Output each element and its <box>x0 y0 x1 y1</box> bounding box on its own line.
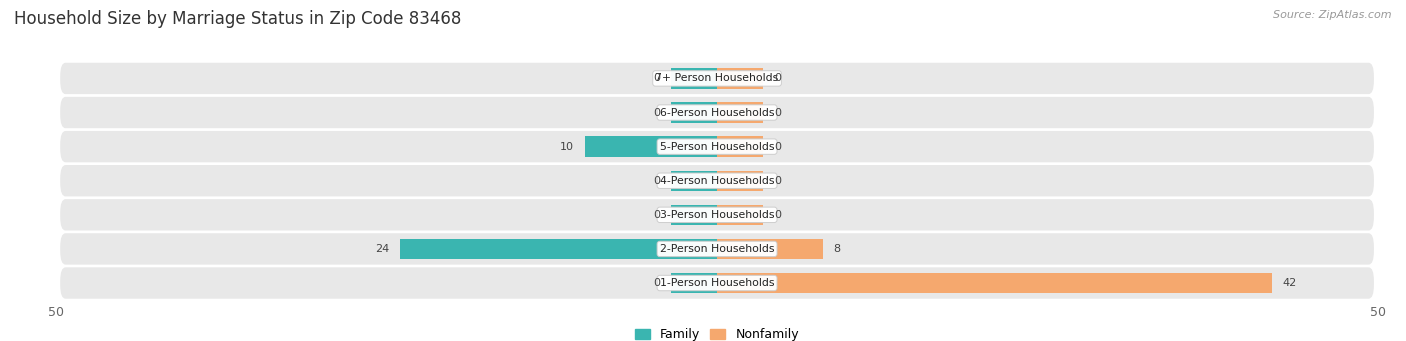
Bar <box>671 170 717 191</box>
FancyBboxPatch shape <box>60 63 1374 94</box>
Text: 10: 10 <box>561 142 574 152</box>
Bar <box>671 68 717 89</box>
Text: 8: 8 <box>834 244 841 254</box>
Text: 3-Person Households: 3-Person Households <box>659 210 775 220</box>
Text: Household Size by Marriage Status in Zip Code 83468: Household Size by Marriage Status in Zip… <box>14 10 461 28</box>
Text: 0: 0 <box>654 107 661 118</box>
Bar <box>671 102 717 123</box>
Text: 7+ Person Households: 7+ Person Households <box>655 73 779 84</box>
Text: 0: 0 <box>773 142 780 152</box>
Text: 6-Person Households: 6-Person Households <box>659 107 775 118</box>
Text: 4-Person Households: 4-Person Households <box>659 176 775 186</box>
Bar <box>671 273 717 293</box>
Text: 0: 0 <box>773 176 780 186</box>
Bar <box>717 239 823 259</box>
Text: 0: 0 <box>654 210 661 220</box>
FancyBboxPatch shape <box>60 199 1374 231</box>
Text: 0: 0 <box>773 107 780 118</box>
FancyBboxPatch shape <box>60 97 1374 128</box>
Text: 0: 0 <box>773 73 780 84</box>
Text: 24: 24 <box>375 244 389 254</box>
Bar <box>717 136 763 157</box>
Bar <box>671 205 717 225</box>
Text: 5-Person Households: 5-Person Households <box>659 142 775 152</box>
Bar <box>585 136 717 157</box>
Legend: Family, Nonfamily: Family, Nonfamily <box>630 323 804 341</box>
Bar <box>717 205 763 225</box>
Bar <box>717 170 763 191</box>
Text: 0: 0 <box>773 210 780 220</box>
Bar <box>717 273 1272 293</box>
FancyBboxPatch shape <box>60 165 1374 196</box>
FancyBboxPatch shape <box>60 131 1374 162</box>
Bar <box>399 239 717 259</box>
Text: 2-Person Households: 2-Person Households <box>659 244 775 254</box>
Text: 0: 0 <box>654 278 661 288</box>
Bar <box>717 68 763 89</box>
Text: Source: ZipAtlas.com: Source: ZipAtlas.com <box>1274 10 1392 20</box>
Text: 1-Person Households: 1-Person Households <box>659 278 775 288</box>
Text: 0: 0 <box>654 176 661 186</box>
FancyBboxPatch shape <box>60 233 1374 265</box>
Text: 42: 42 <box>1282 278 1296 288</box>
Bar <box>717 102 763 123</box>
FancyBboxPatch shape <box>60 267 1374 299</box>
Text: 0: 0 <box>654 73 661 84</box>
